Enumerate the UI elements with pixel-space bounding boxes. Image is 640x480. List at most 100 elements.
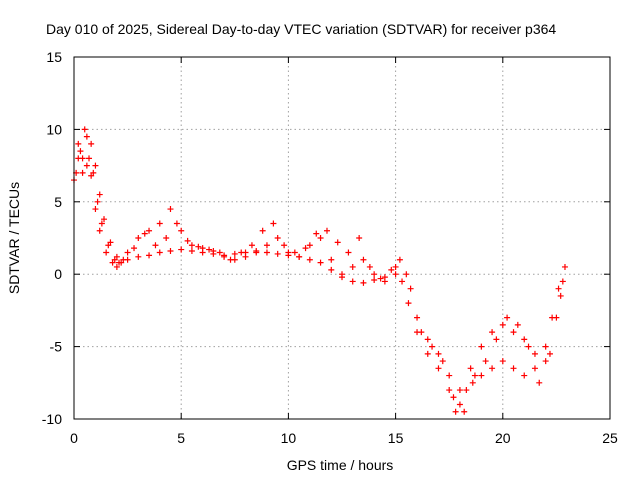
data-point [510, 365, 517, 372]
data-point [167, 248, 174, 255]
data-point [253, 249, 260, 256]
data-point [450, 394, 457, 401]
data-point [90, 169, 97, 176]
data-point [263, 242, 270, 249]
data-point [156, 249, 163, 256]
x-tick-label: 0 [70, 430, 78, 446]
data-point [407, 285, 414, 292]
data-point [381, 278, 388, 285]
data-point [334, 239, 341, 246]
data-point [113, 263, 120, 270]
x-tick-label: 5 [177, 430, 185, 446]
y-tick-label: -5 [50, 339, 63, 355]
data-point [405, 300, 412, 307]
data-point [555, 285, 562, 292]
data-point [210, 248, 217, 255]
data-point [542, 358, 549, 365]
data-point [135, 253, 142, 260]
data-point [188, 242, 195, 249]
data-point [452, 408, 459, 415]
data-point [339, 271, 345, 278]
data-point [435, 350, 442, 357]
data-point [98, 220, 105, 227]
data-point [248, 242, 255, 249]
data-point [317, 235, 324, 241]
data-point [263, 249, 270, 256]
data-point [195, 243, 202, 250]
data-point [456, 387, 463, 394]
data-point [92, 162, 99, 169]
data-point [521, 372, 528, 379]
data-point [493, 336, 500, 343]
data-point [396, 256, 403, 263]
data-point [199, 245, 206, 252]
data-point [81, 126, 88, 133]
data-point [323, 227, 330, 234]
data-point [124, 249, 131, 256]
data-point [113, 253, 120, 260]
data-point [173, 220, 180, 227]
data-point [141, 230, 148, 237]
plot-frame [73, 56, 611, 420]
data-point [281, 242, 288, 249]
data-point [489, 365, 496, 372]
data-point [349, 263, 356, 270]
y-axis-label: SDTVAR / TECUs [6, 182, 22, 294]
data-point [274, 235, 281, 241]
data-point [291, 249, 298, 256]
data-point [77, 148, 84, 155]
data-point [135, 235, 142, 241]
data-point [259, 227, 266, 234]
x-tick-label: 20 [495, 430, 511, 446]
y-tick-label: 0 [54, 266, 62, 282]
y-tick-label: 15 [46, 49, 62, 65]
data-point [499, 321, 506, 328]
x-tick-label: 25 [602, 430, 618, 446]
data-point [285, 249, 292, 256]
data-point [553, 314, 560, 321]
data-point [242, 253, 249, 260]
data-point [388, 266, 395, 273]
data-point [461, 408, 468, 415]
data-point [96, 191, 103, 198]
x-tick-label: 10 [281, 430, 297, 446]
x-tick-label: 15 [388, 430, 404, 446]
data-point [356, 235, 363, 241]
data-point [131, 245, 138, 252]
data-point [403, 271, 410, 278]
data-point [478, 372, 485, 379]
data-point [178, 246, 185, 253]
data-point [360, 256, 367, 263]
data-point [521, 336, 528, 343]
data-point [435, 365, 442, 372]
data-point [345, 249, 352, 256]
x-axis-label: GPS time / hours [287, 457, 394, 473]
data-point [302, 245, 309, 252]
data-point [94, 198, 101, 205]
data-point [103, 249, 110, 256]
data-point [107, 239, 114, 246]
data-point [206, 246, 213, 253]
data-point [86, 155, 93, 162]
data-point [531, 350, 538, 357]
data-point [463, 387, 470, 394]
x-axis-tick-labels: 0 5 10 15 20 25 [70, 430, 618, 446]
data-point [75, 140, 82, 147]
data-point [216, 249, 223, 256]
data-point [414, 314, 421, 321]
data-point [101, 216, 108, 223]
data-point [392, 263, 399, 270]
data-point [152, 242, 159, 249]
data-point [306, 242, 313, 249]
data-point [227, 256, 234, 263]
data-point [399, 278, 406, 285]
data-point [418, 329, 425, 336]
data-point [146, 227, 153, 234]
data-point [371, 271, 378, 278]
data-point [231, 250, 238, 257]
data-point [188, 248, 195, 255]
data-point [469, 379, 476, 386]
data-point [446, 387, 453, 394]
data-point [83, 162, 90, 169]
